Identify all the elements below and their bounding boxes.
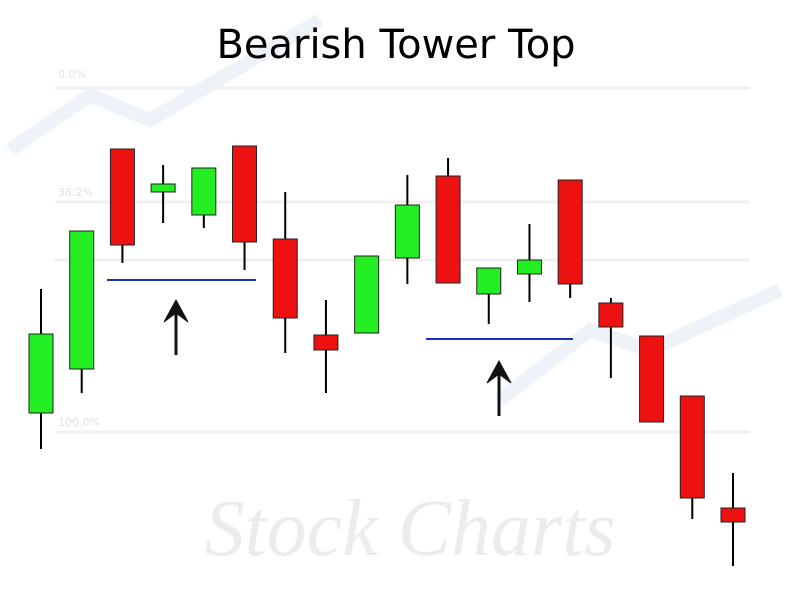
candle-body — [232, 145, 258, 243]
candle-body — [435, 175, 461, 284]
candles — [28, 145, 746, 566]
candle-body — [639, 335, 665, 423]
watermark: Stock Charts — [204, 485, 615, 573]
candle-body — [516, 259, 542, 275]
candle-body — [28, 333, 54, 414]
candle-body — [679, 395, 705, 499]
candle-body — [557, 179, 583, 285]
candle-body — [354, 255, 380, 334]
chart-title: Bearish Tower Top — [216, 22, 575, 68]
background-decor — [6, 13, 783, 434]
candle-body — [313, 334, 339, 351]
candle-body — [109, 148, 135, 246]
candle-body — [69, 230, 95, 370]
level-label: 100.0% — [58, 416, 100, 429]
candle-body — [394, 204, 420, 259]
candle-body — [150, 183, 176, 193]
candle-body — [598, 302, 624, 328]
arrow — [163, 298, 512, 416]
candle-body — [191, 167, 217, 216]
candle-body — [476, 267, 502, 295]
candle-body — [272, 238, 298, 319]
level-label: 38.2% — [58, 186, 93, 199]
candle-body — [720, 507, 746, 523]
level-label: 0.0% — [58, 68, 86, 81]
